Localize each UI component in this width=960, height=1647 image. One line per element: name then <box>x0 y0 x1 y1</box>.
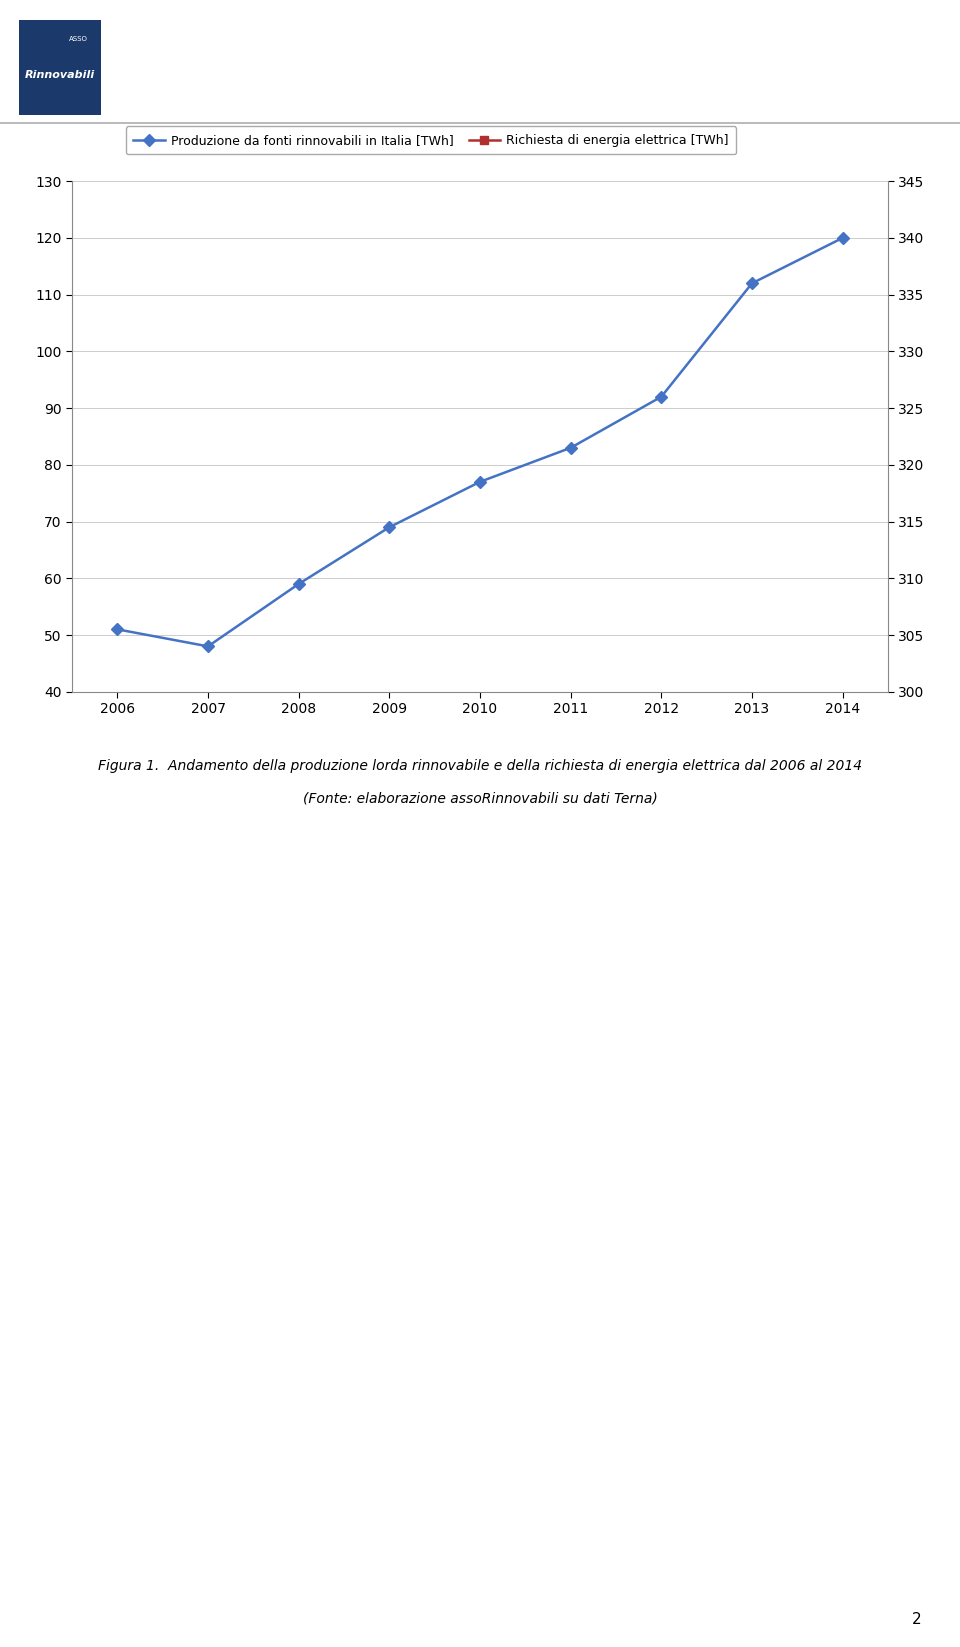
Text: Rinnovabili: Rinnovabili <box>25 71 95 81</box>
Text: (Fonte: elaborazione assoRinnovabili su dati Terna): (Fonte: elaborazione assoRinnovabili su … <box>302 792 658 805</box>
Text: ASSO: ASSO <box>68 36 87 41</box>
Legend: Produzione da fonti rinnovabili in Italia [TWh], Richiesta di energia elettrica : Produzione da fonti rinnovabili in Itali… <box>126 127 736 155</box>
Text: Figura 1.  Andamento della produzione lorda rinnovabile e della richiesta di ene: Figura 1. Andamento della produzione lor… <box>98 759 862 772</box>
Text: 2: 2 <box>912 1612 922 1627</box>
